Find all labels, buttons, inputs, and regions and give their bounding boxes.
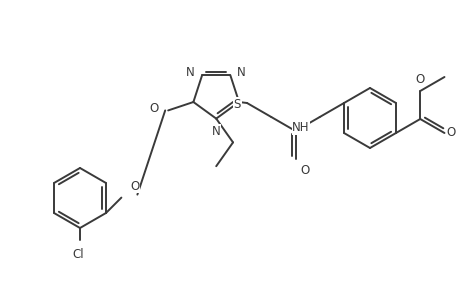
Text: O: O bbox=[414, 73, 424, 86]
Text: O: O bbox=[446, 127, 455, 140]
Text: S: S bbox=[233, 98, 241, 110]
Text: O: O bbox=[300, 164, 309, 177]
Text: N: N bbox=[186, 66, 195, 79]
Text: N: N bbox=[237, 66, 246, 79]
Text: Cl: Cl bbox=[72, 248, 84, 261]
Text: NH: NH bbox=[291, 121, 309, 134]
Text: O: O bbox=[149, 102, 158, 115]
Text: O: O bbox=[130, 180, 140, 193]
Text: N: N bbox=[212, 124, 220, 138]
